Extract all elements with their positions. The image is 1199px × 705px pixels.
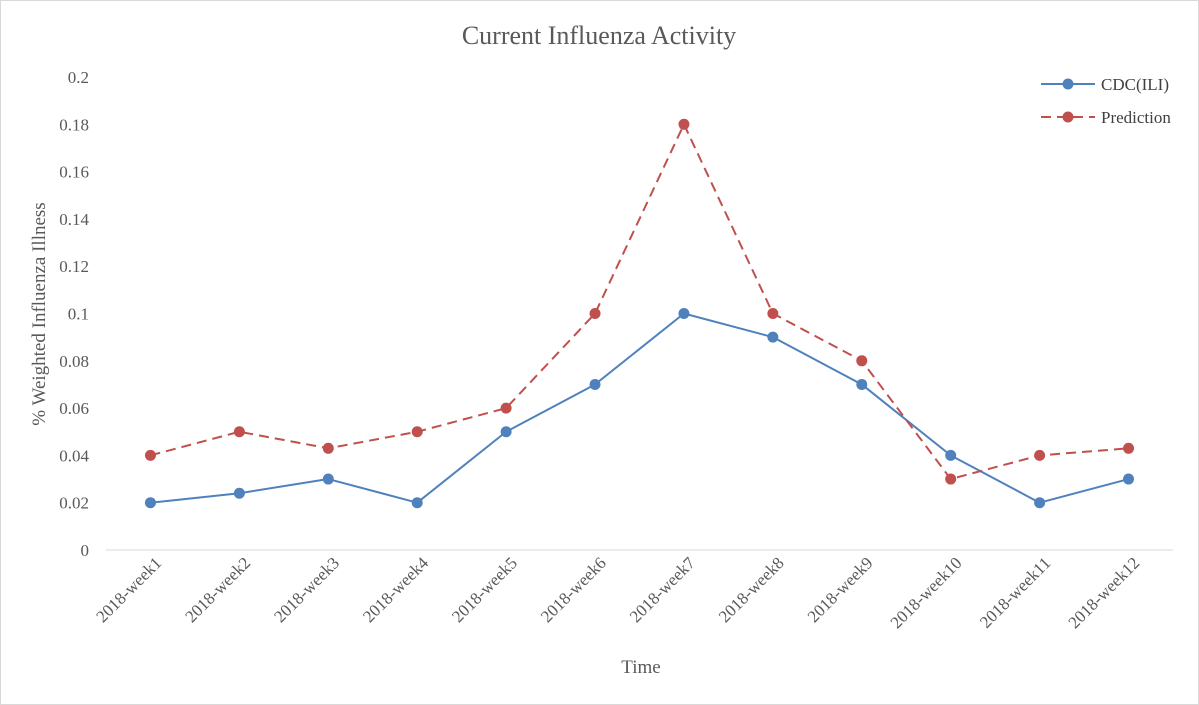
x-tick-label: 2018-week12 <box>1065 553 1144 632</box>
x-tick-label: 2018-week1 <box>92 553 165 626</box>
x-tick-label: 2018-week3 <box>270 553 343 626</box>
x-tick-label: 2018-week8 <box>715 553 788 626</box>
data-point <box>500 426 512 438</box>
data-point <box>767 308 779 319</box>
y-tick-label: 0.1 <box>68 305 89 324</box>
x-tick-label: 2018-week9 <box>804 553 877 626</box>
y-tick-label: 0.08 <box>59 352 89 371</box>
data-point <box>322 442 334 454</box>
x-tick-label: 2018-week7 <box>626 553 699 626</box>
legend-marker <box>1062 78 1074 90</box>
data-point <box>678 118 690 130</box>
y-tick-label: 0.12 <box>59 257 89 276</box>
x-tick-label: 2018-week2 <box>181 553 254 626</box>
x-tick-label: 2018-week4 <box>359 553 432 626</box>
series-1 <box>144 308 1135 509</box>
legend-marker <box>1062 111 1074 123</box>
data-point <box>411 426 423 438</box>
data-point <box>1034 497 1046 509</box>
data-point <box>411 497 423 509</box>
series-line <box>150 123 1129 481</box>
series-2 <box>144 118 1135 485</box>
data-point <box>945 449 957 461</box>
x-tick-label: 2018-week6 <box>537 553 610 626</box>
data-point <box>233 426 245 438</box>
y-axis-ticks: 0 0.02 0.04 0.06 0.08 0.1 0.12 0.14 0.16 0.18 0.2 <box>59 68 89 560</box>
x-axis-label: Time <box>621 657 660 678</box>
chart-title: Current Influenza Activity <box>462 21 736 50</box>
data-point <box>1034 449 1046 461</box>
y-tick-label: 0 <box>81 541 90 560</box>
data-point <box>856 355 868 367</box>
legend-label: Prediction <box>1101 108 1171 127</box>
y-tick-label: 0.02 <box>59 494 89 513</box>
data-point <box>1123 473 1135 485</box>
legend-item: Prediction <box>1041 108 1171 127</box>
x-tick-label: 2018-week10 <box>887 553 966 632</box>
data-point <box>322 473 334 485</box>
y-tick-label: 0.2 <box>68 68 89 87</box>
y-tick-label: 0.14 <box>59 210 89 229</box>
data-point <box>589 378 601 390</box>
y-tick-label: 0.06 <box>59 399 89 418</box>
series-layer <box>144 118 1135 509</box>
y-tick-label: 0.04 <box>59 446 89 465</box>
x-tick-label: 2018-week5 <box>448 553 521 626</box>
data-point <box>678 308 690 319</box>
legend: CDC(ILI) Prediction <box>1041 75 1171 127</box>
y-tick-label: 0.16 <box>59 163 89 182</box>
data-point <box>856 378 868 390</box>
data-point <box>233 487 245 499</box>
data-point <box>144 449 156 461</box>
legend-label: CDC(ILI) <box>1101 75 1169 94</box>
data-point <box>945 473 957 485</box>
y-axis-label: % Weighted Influenza Illness <box>29 202 50 425</box>
data-point <box>500 402 512 414</box>
y-tick-label: 0.18 <box>59 115 89 134</box>
data-point <box>144 497 156 509</box>
x-tick-label: 2018-week11 <box>976 553 1054 631</box>
series-line <box>150 312 1129 504</box>
data-point <box>767 331 779 343</box>
data-point <box>1123 442 1135 454</box>
data-point <box>589 308 601 319</box>
legend-item: CDC(ILI) <box>1041 75 1169 94</box>
x-axis-ticks: 2018-week1 2018-week2 2018-week3 2018-week4… <box>92 553 1143 632</box>
